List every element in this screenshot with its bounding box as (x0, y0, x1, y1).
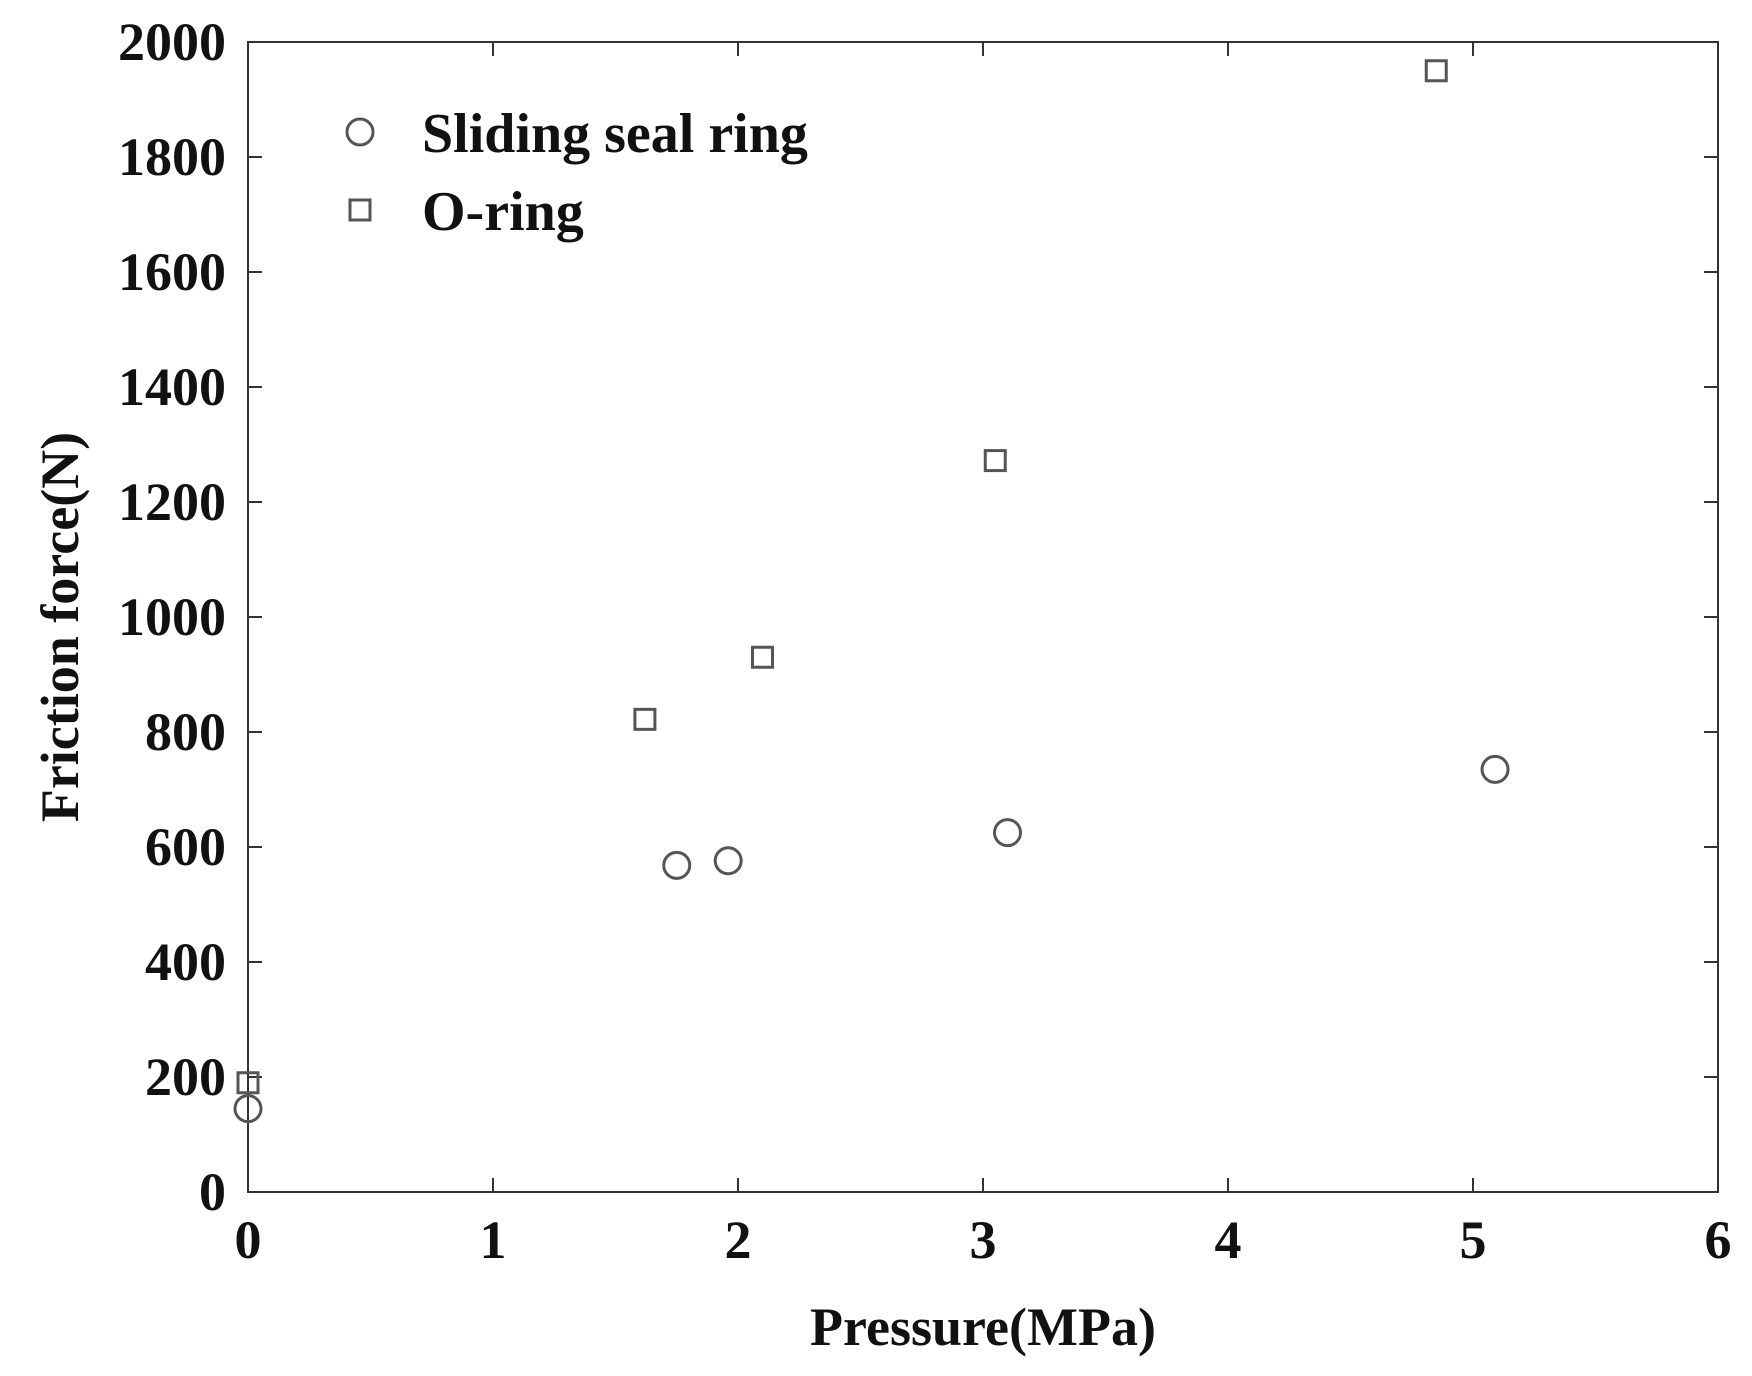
y-tick-label: 1600 (118, 242, 226, 302)
circle-data-point (993, 818, 1022, 848)
x-tick-label: 0 (235, 1210, 262, 1270)
y-tick-label: 0 (199, 1162, 226, 1222)
square-data-point (983, 449, 1007, 473)
y-tick-label: 1400 (118, 357, 226, 417)
circle-data-point (713, 846, 743, 876)
square-data-point (236, 1071, 260, 1095)
circle-data-point (662, 850, 692, 880)
circle-data-point (233, 1094, 263, 1124)
x-tick-label: 6 (1705, 1210, 1732, 1270)
y-tick-label: 2000 (118, 12, 226, 72)
x-tick-label: 4 (1215, 1210, 1242, 1270)
data-points (233, 59, 1510, 1124)
circle-data-point (1480, 754, 1510, 784)
y-tick-label: 1200 (118, 472, 226, 532)
legend-label: O-ring (422, 181, 584, 243)
y-tick-label: 600 (145, 817, 226, 877)
square-data-point (1424, 59, 1448, 83)
legend-circle-marker (345, 117, 375, 147)
legend-label: Sliding seal ring (422, 103, 808, 165)
y-tick-label: 800 (145, 702, 226, 762)
series-square (236, 59, 1448, 1095)
y-tick-label: 1800 (118, 127, 226, 187)
x-tick-label: 5 (1460, 1210, 1487, 1270)
x-tick-label: 1 (480, 1210, 507, 1270)
y-tick-label: 1000 (118, 587, 226, 647)
y-tick-label: 200 (145, 1047, 226, 1107)
y-axis-label: Friction force(N) (30, 432, 90, 822)
square-data-point (751, 645, 774, 669)
legend-square-marker (348, 198, 372, 222)
series-circle (233, 754, 1510, 1124)
axis-ticks: 0 1 2 3 4 5 6 0 200 400 600 800 1000 1200 1400 1600 1800… (118, 12, 1732, 1270)
legend: Sliding seal ring O-ring (345, 103, 808, 243)
x-axis-label: Pressure(MPa) (810, 1297, 1156, 1357)
square-data-point (633, 707, 657, 731)
x-tick-label: 2 (725, 1210, 752, 1270)
y-tick-label: 400 (145, 932, 226, 992)
x-tick-label: 3 (970, 1210, 997, 1270)
